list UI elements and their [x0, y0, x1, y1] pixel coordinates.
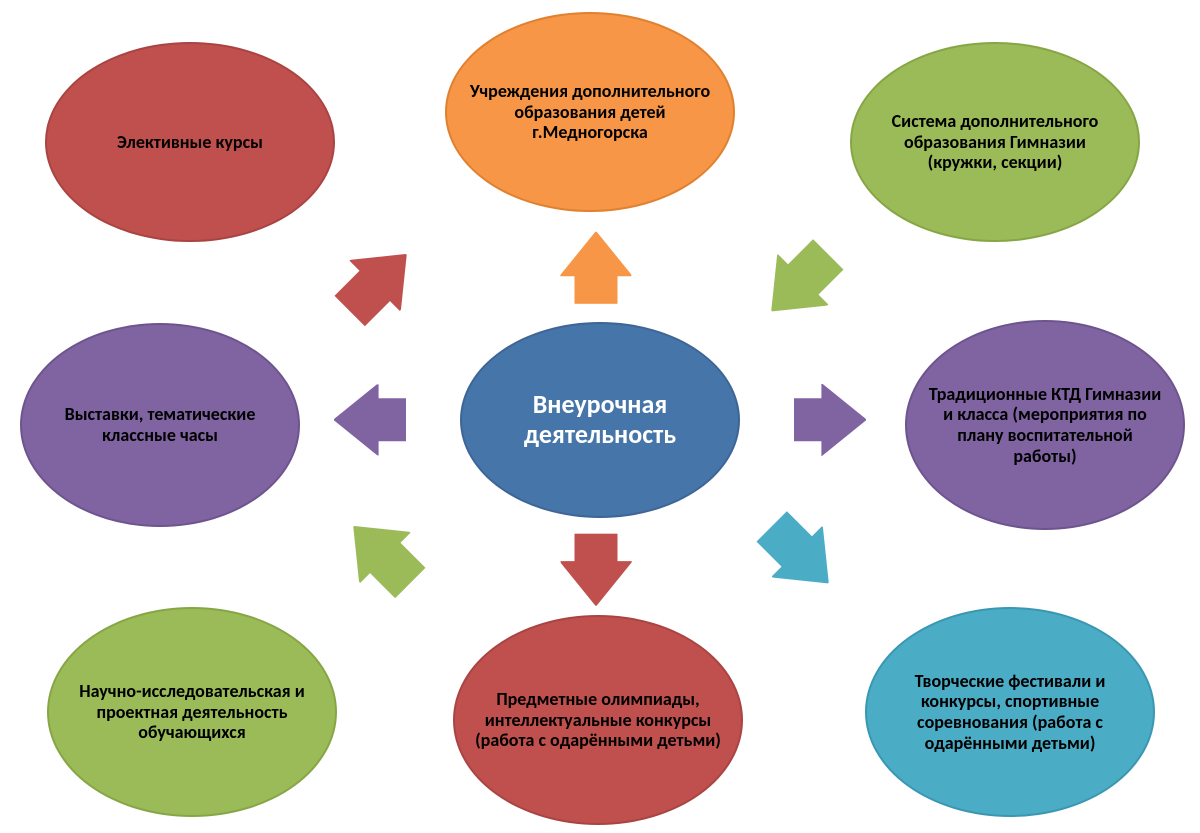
arrow-icon	[334, 384, 406, 455]
outer-node-label: Выставки, тематические классные часы	[40, 404, 280, 445]
outer-node: Предметные олимпиады, интеллектуальные к…	[453, 615, 743, 825]
outer-node-label: Научно-исследовательская и проектная дея…	[67, 681, 317, 743]
outer-node-label: Предметные олимпиады, интеллектуальные к…	[473, 689, 723, 751]
arrow-icon	[560, 534, 631, 606]
outer-node: Система дополнительного образования Гимн…	[850, 42, 1140, 242]
outer-node: Элективные курсы	[45, 42, 335, 242]
outer-node: Традиционные КТД Гимназии и класса (меро…	[905, 320, 1185, 530]
diagram-canvas: Элективные курсы Учреждения дополнительно…	[0, 0, 1200, 833]
arrow-icon	[328, 501, 435, 608]
center-node-label: Внеурочная деятельность	[480, 390, 720, 450]
arrow-icon	[746, 229, 853, 336]
arrow-icon	[794, 384, 866, 455]
outer-node-label: Система дополнительного образования Гимн…	[870, 111, 1120, 173]
center-node: Внеурочная деятельность	[460, 322, 740, 518]
outer-node-label: Традиционные КТД Гимназии и класса (меро…	[925, 384, 1165, 467]
outer-node: Научно-исследовательская и проектная дея…	[47, 607, 337, 817]
outer-node-label: Творческие фестивали и конкурсы, спортив…	[885, 671, 1135, 754]
outer-node-label: Учреждения дополнительного образования д…	[465, 81, 715, 143]
arrow-icon	[746, 501, 853, 608]
outer-node: Учреждения дополнительного образования д…	[445, 12, 735, 212]
outer-node: Выставки, тематические классные часы	[20, 323, 300, 527]
arrow-icon	[560, 232, 631, 304]
arrow-icon	[324, 229, 431, 336]
outer-node-label: Элективные курсы	[117, 132, 263, 153]
outer-node: Творческие фестивали и конкурсы, спортив…	[865, 607, 1155, 817]
